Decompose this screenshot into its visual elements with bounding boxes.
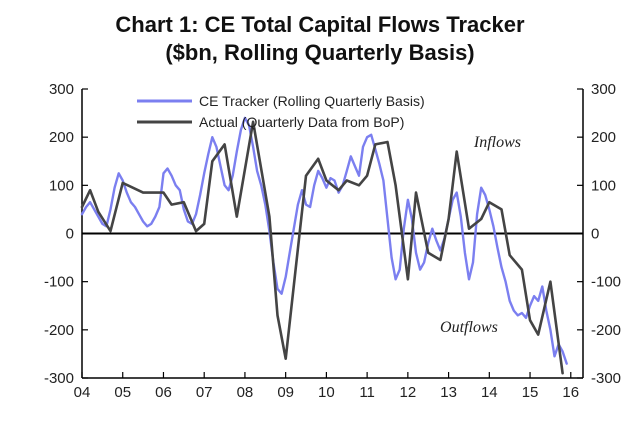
y-tick-label-left: -300	[44, 370, 74, 387]
y-tick-label-left: 100	[49, 177, 74, 194]
series-layer	[80, 116, 568, 375]
y-tick-label-right: 100	[591, 177, 616, 194]
y-tick-label-left: -200	[44, 322, 74, 339]
y-tick-label-right: 0	[591, 226, 599, 243]
y-tick-label-left: -100	[44, 274, 74, 291]
x-tick-label: 04	[74, 384, 91, 401]
x-tick-label: 08	[237, 384, 254, 401]
y-tick-label-right: -300	[591, 370, 621, 387]
annotations: Inflows Outflows	[440, 134, 521, 336]
legend: CE Tracker (Rolling Quarterly Basis) Actu…	[137, 93, 425, 130]
x-tick-label: 10	[318, 384, 335, 401]
annotation-text: Inflows	[473, 134, 521, 151]
y-tick-label-left: 300	[49, 81, 74, 98]
legend-label: CE Tracker (Rolling Quarterly Basis)	[199, 93, 425, 109]
x-tick-label: 07	[196, 384, 213, 401]
axes	[81, 89, 584, 379]
chart-title: Chart 1: CE Total Capital Flows Tracker	[115, 12, 525, 37]
series-line-actual	[80, 120, 564, 375]
tick-labels: 300 200 100 0 -100 -200 -300 300 200 100 0 -100 -200…	[44, 81, 621, 401]
x-tick-label: 06	[155, 384, 172, 401]
x-tick-label: 12	[400, 384, 417, 401]
y-tick-label-left: 200	[49, 129, 74, 146]
x-tick-label: 13	[440, 384, 457, 401]
y-tick-label-right: 300	[591, 81, 616, 98]
x-tick-label: 14	[481, 384, 498, 401]
tick-marks	[81, 88, 583, 379]
x-tick-label: 05	[114, 384, 131, 401]
y-tick-label-right: -200	[591, 322, 621, 339]
series-line-ce-tracker	[80, 116, 568, 365]
y-tick-label-left: 0	[66, 226, 74, 243]
x-tick-label: 15	[522, 384, 539, 401]
x-tick-label: 11	[359, 384, 375, 401]
x-tick-label: 09	[277, 384, 294, 401]
chart-subtitle: ($bn, Rolling Quarterly Basis)	[165, 40, 475, 65]
annotation-text: Outflows	[440, 319, 498, 336]
x-tick-label: 16	[562, 384, 579, 401]
y-tick-label-right: 200	[591, 129, 616, 146]
y-tick-label-right: -100	[591, 274, 621, 291]
legend-label: Actual (Quarterly Data from BoP)	[199, 114, 404, 130]
